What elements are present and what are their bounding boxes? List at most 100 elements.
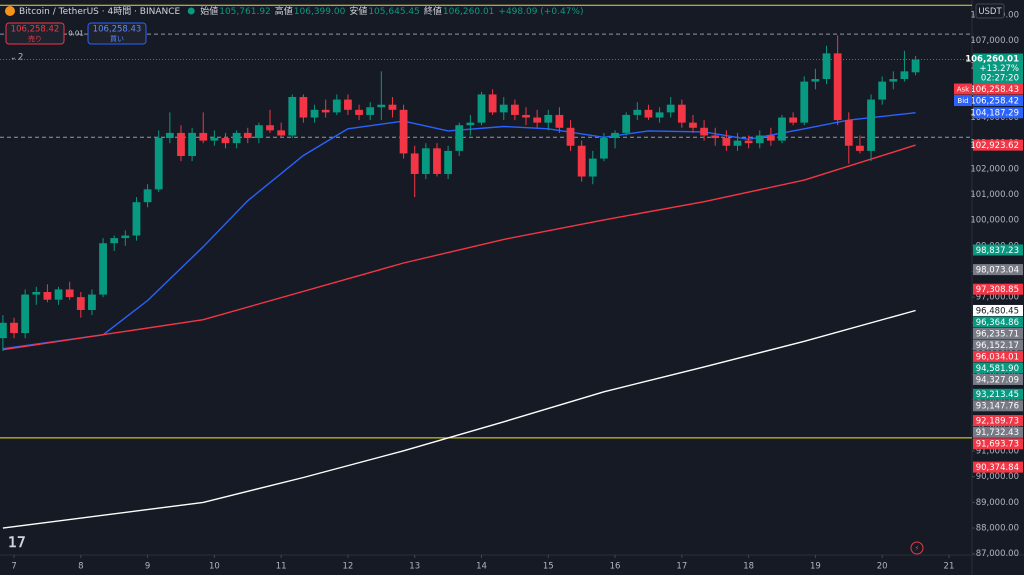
y-tick-label: 87,000.00 bbox=[976, 549, 1019, 559]
price-tag: Bid bbox=[957, 97, 968, 105]
y-tick-label: 107,000.00 bbox=[970, 36, 1019, 46]
candle-body bbox=[321, 109, 330, 113]
x-tick-label: 11 bbox=[276, 562, 287, 572]
buy-button[interactable] bbox=[87, 22, 147, 45]
price-label: 96,034.01 bbox=[976, 352, 1019, 362]
x-tick-label: 15 bbox=[543, 562, 554, 572]
candle-body bbox=[800, 81, 809, 123]
candle-body bbox=[533, 117, 542, 123]
sell-button[interactable] bbox=[5, 22, 65, 45]
candle-body bbox=[76, 297, 85, 310]
price-tag-box bbox=[954, 83, 972, 95]
spread: 0.01 bbox=[68, 30, 84, 38]
sell-price[interactable]: 106,258.42 bbox=[11, 25, 60, 35]
candle-body bbox=[822, 53, 831, 80]
candle-body bbox=[911, 59, 920, 73]
price-label: 104,187.29 bbox=[970, 109, 1019, 119]
ohlc-label: 安値 bbox=[349, 5, 367, 17]
candle-body bbox=[833, 53, 842, 121]
price-label-box bbox=[973, 350, 1023, 362]
collapse-icon[interactable]: ⌄ bbox=[10, 53, 17, 62]
x-tick-label: 19 bbox=[810, 562, 821, 572]
candle-body bbox=[789, 117, 798, 123]
candle-body bbox=[65, 289, 74, 298]
candle-body bbox=[143, 189, 152, 203]
moving-average bbox=[2, 309, 916, 529]
candle-body bbox=[43, 291, 52, 300]
y-tick-label: 91,000.00 bbox=[976, 447, 1019, 457]
candle-body bbox=[811, 79, 820, 82]
price-label: 96,480.45 bbox=[976, 306, 1019, 316]
logo[interactable]: 𝟣𝟩 bbox=[8, 535, 26, 551]
candle-body bbox=[377, 104, 386, 108]
candle-body bbox=[878, 81, 887, 100]
candle-body bbox=[165, 132, 174, 139]
candle-body bbox=[867, 99, 875, 151]
currency-button[interactable] bbox=[975, 3, 1005, 19]
candle-body bbox=[588, 158, 597, 177]
candle-body bbox=[477, 94, 486, 123]
candle-body bbox=[0, 322, 7, 339]
ohlc-value: 105,761.92 bbox=[219, 7, 271, 17]
candle-body bbox=[856, 145, 864, 151]
price-label-box bbox=[973, 426, 1023, 438]
status-dot bbox=[187, 7, 195, 15]
currency[interactable]: USDT bbox=[978, 7, 1002, 17]
price-label: 98,073.04 bbox=[976, 265, 1019, 275]
price-label: 94,327.09 bbox=[976, 375, 1019, 385]
sell-label[interactable]: 売り bbox=[28, 34, 42, 43]
price-label-box bbox=[973, 388, 1023, 400]
candle-body bbox=[889, 79, 898, 82]
candle-body bbox=[644, 109, 653, 118]
candle-body bbox=[332, 99, 341, 113]
candle-body bbox=[266, 125, 274, 131]
x-tick-label: 16 bbox=[610, 562, 621, 572]
buy-label[interactable]: 買い bbox=[110, 35, 124, 43]
x-tick-label: 13 bbox=[409, 562, 420, 572]
price-label: 98,837.23 bbox=[976, 246, 1019, 256]
event-icon[interactable] bbox=[910, 541, 924, 555]
price-label-box bbox=[973, 373, 1023, 385]
candle-body bbox=[633, 109, 642, 115]
price-label: 97,308.85 bbox=[976, 285, 1019, 295]
price-change: +498.09 (+0.47%) bbox=[498, 7, 583, 17]
x-tick-label: 21 bbox=[944, 562, 955, 572]
y-tick-label: 93,000.00 bbox=[976, 395, 1019, 405]
y-tick-label: 88,000.00 bbox=[976, 524, 1019, 534]
price-label: 106,258.42 bbox=[970, 96, 1019, 106]
price-label: 96,235.71 bbox=[976, 329, 1019, 339]
candle-body bbox=[600, 138, 608, 159]
y-tick-label: 89,000.00 bbox=[976, 498, 1019, 508]
candle-body bbox=[522, 114, 530, 118]
candle-body bbox=[210, 138, 219, 141]
y-tick-label: 102,000.00 bbox=[970, 164, 1019, 174]
candle-body bbox=[344, 99, 352, 110]
candle-body bbox=[277, 130, 286, 136]
price-label: 93,147.76 bbox=[976, 402, 1019, 412]
candle-body bbox=[366, 107, 375, 115]
price-label-box bbox=[973, 107, 1023, 119]
current-change: +13.27% bbox=[979, 64, 1019, 74]
candle-body bbox=[900, 71, 909, 80]
indicator-count[interactable]: 2 bbox=[18, 53, 23, 63]
candle-body bbox=[689, 122, 697, 128]
price-label-box bbox=[973, 304, 1023, 316]
ohlc-value: 105,645.45 bbox=[368, 7, 420, 17]
candle-body bbox=[21, 294, 30, 334]
price-label: 96,152.17 bbox=[976, 341, 1019, 351]
candle-body bbox=[722, 138, 731, 146]
candle-body bbox=[288, 96, 297, 136]
candle-body bbox=[199, 132, 208, 141]
price-label-box bbox=[973, 283, 1023, 295]
candle-body bbox=[666, 104, 675, 113]
candle-body bbox=[54, 289, 63, 300]
candle-body bbox=[544, 114, 553, 123]
candle-body bbox=[577, 145, 586, 177]
x-tick-label: 9 bbox=[145, 562, 150, 572]
buy-price[interactable]: 106,258.43 bbox=[93, 25, 142, 35]
candle-body bbox=[755, 135, 764, 144]
y-tick-label: 90,000.00 bbox=[976, 472, 1019, 482]
event-icon-glyph[interactable]: ⚡ bbox=[915, 545, 920, 553]
